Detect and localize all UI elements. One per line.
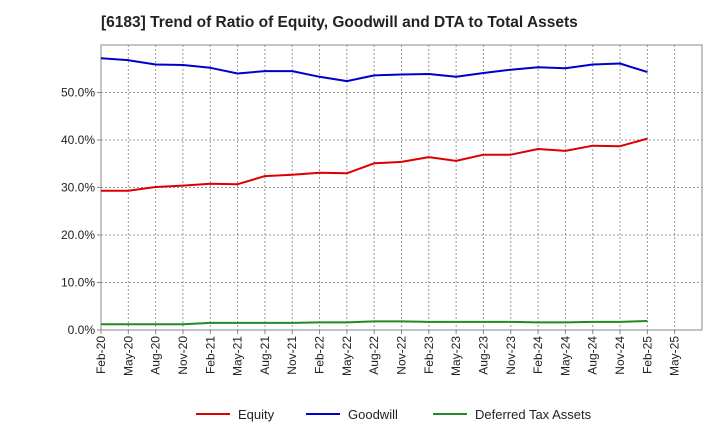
x-tick-label: Aug-22 (367, 336, 381, 375)
x-tick-label: Feb-24 (531, 336, 545, 374)
y-tick-label: 20.0% (61, 228, 95, 242)
x-tick-label: May-23 (449, 336, 463, 376)
legend-label: Goodwill (348, 407, 398, 422)
legend-label: Equity (238, 407, 275, 422)
x-tick-label: Aug-20 (149, 336, 163, 375)
series-line-equity (101, 137, 648, 192)
x-tick-label: Feb-23 (422, 336, 436, 374)
x-tick-label: Aug-21 (258, 336, 272, 375)
legend-label: Deferred Tax Assets (475, 407, 592, 422)
x-tick-label: May-22 (340, 336, 354, 376)
y-tick-label: 50.0% (61, 86, 95, 100)
x-tick-label: Feb-22 (313, 336, 327, 374)
legend: Equity Goodwill Deferred Tax Assets (196, 407, 592, 422)
x-tick-label: Nov-20 (176, 336, 190, 375)
x-tick-label: Nov-23 (504, 336, 518, 375)
x-tick-label: May-21 (231, 336, 245, 376)
x-tick-label: Nov-21 (285, 336, 299, 375)
x-tick-label: Aug-24 (586, 336, 600, 375)
y-axis: 0.0% 10.0% 20.0% 30.0% 40.0% 50.0% (61, 86, 101, 337)
grid (101, 45, 702, 330)
x-tick-label: May-20 (121, 336, 135, 376)
x-tick-label: May-24 (558, 336, 572, 376)
y-tick-label: 0.0% (68, 323, 96, 337)
x-tick-label: May-25 (668, 336, 682, 376)
y-tick-label: 40.0% (61, 133, 95, 147)
y-tick-label: 10.0% (61, 276, 95, 290)
series-line-deferred-tax-assets (101, 320, 648, 326)
x-tick-label: Feb-25 (640, 336, 654, 374)
x-tick-label: Feb-21 (203, 336, 217, 374)
y-tick-label: 30.0% (61, 181, 95, 195)
series-line-goodwill (100, 57, 648, 83)
x-tick-label: Feb-20 (94, 336, 108, 374)
x-axis: Feb-20 May-20 Aug-20 Nov-20 Feb-21 May-21 Aug-… (94, 330, 682, 376)
chart-title: [6183] Trend of Ratio of Equity, Goodwil… (101, 14, 578, 31)
x-tick-label: Nov-22 (395, 336, 409, 375)
series-lines (100, 57, 648, 326)
x-tick-label: Nov-24 (613, 336, 627, 375)
x-tick-label: Aug-23 (476, 336, 490, 375)
